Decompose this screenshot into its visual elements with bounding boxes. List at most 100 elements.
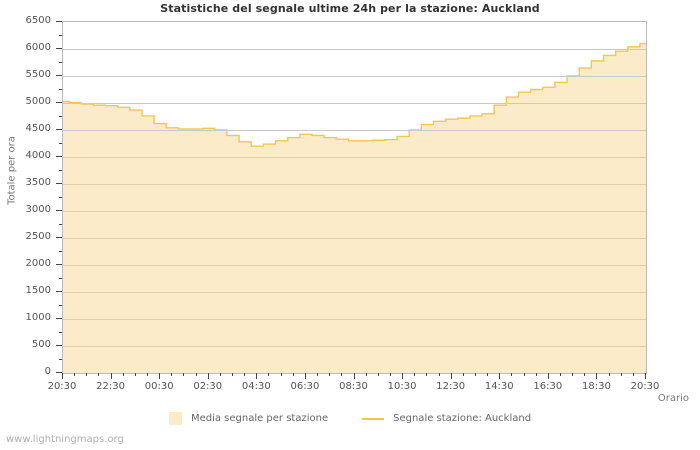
x-axis-tick (645, 373, 646, 379)
gridline (63, 238, 646, 239)
plot-area (62, 21, 647, 374)
x-axis-tick (304, 373, 306, 379)
x-axis-minor-tick (511, 373, 513, 376)
y-axis-minor-tick (59, 169, 63, 171)
y-axis-tick-label: 6500 (25, 15, 51, 26)
gridline (63, 184, 646, 185)
x-axis-minor-tick (426, 373, 428, 376)
x-axis-tick (62, 373, 63, 379)
x-axis-minor-tick (620, 373, 622, 376)
x-axis-tick (499, 373, 501, 379)
y-axis-tick (56, 318, 63, 319)
y-axis-minor-tick (59, 88, 63, 90)
area-swatch-icon (168, 412, 182, 425)
gridline (63, 319, 646, 320)
x-axis-tick (256, 373, 258, 379)
x-axis-tick (402, 373, 404, 379)
area-fill-path (63, 43, 646, 373)
x-axis-minor-tick (341, 373, 343, 376)
x-axis-tick-label: 04:30 (241, 381, 271, 392)
y-axis-tick (56, 102, 63, 103)
y-axis-tick-label: 5000 (25, 96, 51, 107)
x-axis-tick (353, 373, 355, 379)
x-axis-minor-tick (474, 373, 476, 376)
x-axis-minor-tick (219, 373, 221, 376)
x-axis-minor-tick (584, 373, 586, 376)
x-axis-title: Orario (657, 393, 689, 404)
x-axis-minor-tick (147, 373, 149, 376)
y-axis-minor-tick (59, 196, 63, 198)
x-axis-tick-label: 02:30 (193, 381, 223, 392)
x-axis-tick-label: 00:30 (144, 381, 174, 392)
x-axis-tick (207, 373, 209, 379)
x-axis-tick (596, 373, 598, 379)
x-axis-minor-tick (462, 373, 464, 376)
x-axis-minor-tick (232, 373, 234, 376)
x-axis-minor-tick (414, 373, 416, 376)
x-axis-tick-label: 08:30 (339, 381, 368, 392)
y-axis-tick (56, 210, 63, 211)
x-axis-minor-tick (608, 373, 610, 376)
y-axis-minor-tick (59, 304, 63, 306)
x-axis-minor-tick (195, 373, 197, 376)
y-axis-tick-label: 0 (44, 366, 51, 377)
y-axis-tick (56, 183, 63, 184)
y-axis-minor-tick (59, 223, 63, 225)
gridline (63, 76, 646, 77)
x-axis-tick-label: 06:30 (290, 381, 320, 392)
x-axis-tick-label: 18:30 (581, 381, 611, 392)
y-axis-tick-label: 4000 (25, 150, 51, 161)
y-axis-minor-tick (59, 331, 63, 333)
x-axis-minor-tick (523, 373, 525, 376)
footer-url: www.lightningmaps.org (6, 434, 124, 445)
gridline (63, 292, 646, 293)
y-axis-minor-tick (59, 115, 63, 117)
y-axis-minor-tick (59, 277, 63, 279)
legend-label-media-segnale: Media segnale per stazione (190, 413, 329, 424)
x-axis-minor-tick (438, 373, 440, 376)
chart-title: Statistiche del segnale ultime 24h per l… (160, 2, 540, 15)
x-axis-tick (159, 373, 161, 379)
x-axis-minor-tick (292, 373, 294, 376)
x-axis-minor-tick (632, 373, 634, 376)
x-axis-minor-tick (365, 373, 367, 376)
y-axis-minor-tick (59, 142, 63, 144)
x-axis-tick (110, 373, 112, 379)
x-axis-minor-tick (74, 373, 76, 376)
x-axis-minor-tick (389, 373, 391, 376)
y-axis-tick-label: 2500 (25, 231, 51, 242)
x-axis-minor-tick (280, 373, 282, 376)
y-axis-tick-label: 3500 (25, 177, 51, 188)
chart-legend: Media segnale per stazione Segnale stazi… (0, 412, 700, 425)
y-axis-minor-tick (59, 34, 63, 36)
gridline (63, 157, 646, 158)
signal-area-series (63, 42, 646, 373)
x-axis-tick (547, 373, 549, 379)
y-axis-minor-tick (59, 61, 63, 63)
y-axis-tick (56, 345, 63, 346)
x-axis-minor-tick (244, 373, 246, 376)
y-axis-tick (56, 156, 63, 157)
legend-item-segnale-stazione: Segnale stazione: Auckland (362, 413, 531, 424)
gridline (63, 211, 646, 212)
x-axis-minor-tick (317, 373, 319, 376)
y-axis-minor-tick (59, 250, 63, 252)
x-axis-minor-tick (98, 373, 100, 376)
x-axis-tick-label: 10:30 (387, 381, 417, 392)
y-axis-tick (56, 372, 63, 373)
x-axis-minor-tick (377, 373, 379, 376)
gridline (63, 346, 646, 347)
x-axis-tick-label: 20:30 (630, 381, 660, 392)
x-axis-ticks (62, 373, 646, 380)
x-axis-minor-tick (268, 373, 270, 376)
y-axis-tick-label: 4500 (25, 123, 51, 134)
gridline (63, 265, 646, 266)
y-axis-tick-label: 2000 (25, 258, 51, 269)
line-swatch-icon (362, 417, 385, 420)
y-axis-tick (56, 75, 63, 76)
x-axis-minor-tick (329, 373, 331, 376)
x-axis-minor-tick (134, 373, 136, 376)
gridline (63, 130, 646, 131)
x-axis-labels: 20:30 22:30 00:30 02:30 04:30 06:30 08:30 10:30… (0, 381, 700, 395)
y-axis-tick-label: 6000 (25, 42, 51, 53)
